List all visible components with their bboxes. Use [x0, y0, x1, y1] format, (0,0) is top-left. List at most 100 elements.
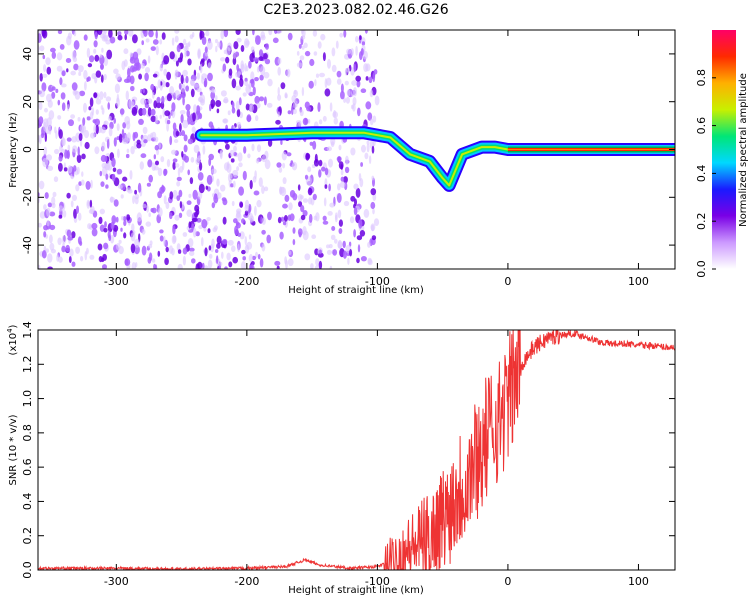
spectrogram-cell	[239, 74, 243, 81]
spectrogram-cell	[58, 205, 63, 212]
spectrogram-cell	[75, 246, 80, 254]
spectrogram-cell	[249, 264, 255, 269]
spectrogram-cell	[337, 209, 342, 219]
spectrogram-cell	[214, 193, 218, 200]
spectrogram-cell	[352, 103, 356, 112]
spectrogram-cell	[223, 162, 230, 171]
spectrogram-cell	[163, 68, 168, 76]
spectrogram-cell	[215, 95, 218, 101]
spectrogram-cell	[154, 264, 158, 269]
spectrogram-cell	[131, 66, 138, 72]
snr-scale-base: (x10	[8, 333, 19, 356]
spectrogram-cell	[61, 70, 66, 77]
spectrogram-cell	[336, 70, 342, 78]
spectrogram-cell	[309, 141, 314, 146]
spectrogram-cell	[355, 187, 361, 198]
spectrogram-cell	[66, 35, 72, 46]
spectrogram-cell	[57, 115, 62, 120]
spectrogram-cell	[99, 208, 106, 215]
spectrogram-cell	[296, 51, 300, 56]
spectrogram-cell	[296, 62, 303, 68]
spectrogram-cell	[251, 143, 255, 152]
spectrogram-cell	[181, 130, 186, 137]
spectrogram-cell	[140, 62, 145, 69]
spectrogram-cell	[223, 30, 229, 38]
spectrogram-cell	[315, 258, 320, 266]
spectrogram-cell	[246, 241, 253, 250]
spectrogram-cell	[138, 118, 144, 125]
spectrogram-cell	[361, 144, 366, 153]
spectrogram-cell	[249, 215, 255, 223]
spectrogram-cell	[38, 222, 42, 228]
spectrogram-cell	[260, 34, 266, 41]
spectrogram-cell	[146, 205, 150, 213]
spectrogram-cell	[235, 30, 241, 35]
spectrogram-cell	[308, 213, 313, 223]
spectrogram-cell	[211, 168, 217, 174]
spectrogram-cell	[190, 78, 195, 86]
spectrogram-cell	[185, 104, 191, 111]
spectrogram-cell	[248, 81, 252, 89]
spectrogram-cell	[175, 60, 179, 67]
spectrogram-cell	[188, 247, 195, 252]
spectrogram-cell	[176, 195, 181, 202]
spectrogram-cell	[324, 88, 331, 97]
spectrogram-cell	[291, 161, 298, 171]
spectrogram-cell	[223, 49, 227, 55]
spectrogram-cell	[189, 120, 195, 126]
spectrogram-cell	[242, 92, 247, 97]
spectrogram-cell	[231, 78, 237, 89]
spectrogram-cell	[110, 221, 115, 230]
spectrogram-cell	[59, 145, 63, 152]
spectrogram-cell	[131, 101, 135, 108]
spectrogram-cell	[171, 102, 176, 112]
spectrogram-cell	[169, 51, 175, 60]
spectrogram-cell	[180, 83, 186, 94]
spectrogram-cell	[146, 182, 151, 187]
spectrogram-cell	[274, 260, 281, 266]
spectrogram-cell	[161, 95, 165, 104]
spectrogram-cell	[105, 96, 112, 102]
spectrogram-cell	[267, 211, 272, 221]
spectrogram-cell	[233, 218, 238, 224]
spectrogram-cell	[44, 132, 47, 143]
spectrogram-cell	[336, 193, 342, 203]
spectrogram-cell	[279, 231, 284, 240]
spectrogram-cell	[147, 98, 153, 104]
spectrogram-cell	[276, 162, 282, 168]
spectrogram-cell	[77, 117, 81, 122]
spectrogram-cell	[117, 34, 123, 41]
spectrogram-cell	[38, 102, 43, 111]
spectrogram-cell	[178, 189, 183, 198]
spectrogram-cell	[135, 262, 138, 268]
spectrogram-cell	[86, 247, 89, 255]
spectrogram-cell	[350, 147, 356, 156]
spectrogram-cell	[280, 216, 285, 222]
x-tick-label: -100	[365, 275, 390, 288]
spectrogram-cell	[97, 243, 103, 251]
spectrogram-cell	[61, 102, 66, 111]
spectrogram-cell	[215, 100, 222, 107]
spectrogram-cell	[237, 152, 243, 162]
spectrogram-cell	[185, 75, 189, 84]
spectrogram-cell	[232, 256, 238, 264]
snr-line	[38, 330, 675, 570]
spectrogram-cell	[56, 65, 63, 72]
spectrogram-cell	[256, 144, 262, 153]
spectrogram-cell	[39, 89, 45, 98]
spectrogram-cell	[226, 252, 231, 261]
spectrogram-cell	[255, 115, 259, 122]
spectrogram-cell	[109, 36, 116, 44]
spectrogram-cell	[162, 108, 166, 118]
spectrogram-cell	[179, 165, 184, 173]
spectrogram-cell	[208, 153, 214, 161]
spectrogram-cell	[56, 52, 63, 61]
spectrogram-cell	[268, 30, 273, 36]
spectrogram-cell	[163, 168, 168, 176]
spectrogram-cell	[113, 137, 117, 147]
spectrogram-cell	[357, 244, 361, 253]
spectrogram-cell	[369, 118, 374, 126]
spectrogram-cell	[124, 258, 131, 266]
spectrogram-cell	[67, 236, 74, 241]
